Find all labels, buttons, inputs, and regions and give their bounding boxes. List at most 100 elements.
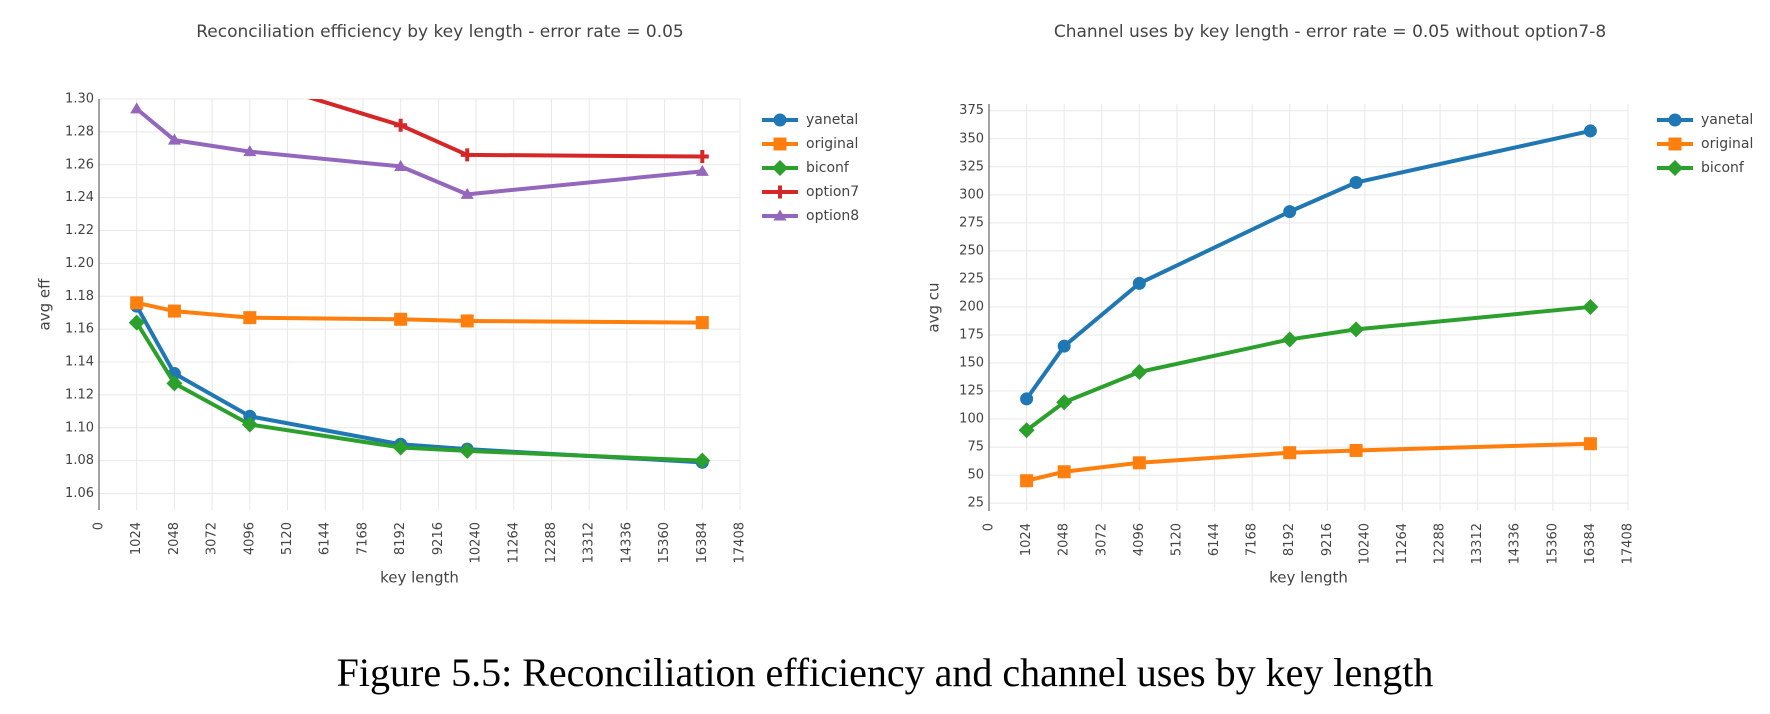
y-tick-label: 1.18 — [65, 289, 94, 304]
marker — [1667, 160, 1683, 176]
marker — [243, 409, 257, 423]
marker — [1283, 446, 1297, 460]
marker — [1668, 137, 1682, 151]
marker — [243, 311, 257, 325]
marker — [1057, 465, 1071, 479]
marker — [1583, 437, 1597, 451]
x-tick-label: 9216 — [1320, 523, 1335, 556]
marker — [1349, 443, 1363, 457]
x-axis-title: key length — [1269, 569, 1348, 587]
marker — [167, 133, 181, 145]
y-tick-label: 175 — [959, 327, 984, 342]
x-tick-label: 6144 — [1207, 523, 1222, 556]
x-tick-label: 0 — [92, 522, 107, 530]
x-tick-label: 9216 — [431, 522, 446, 555]
y-tick-label: 250 — [959, 243, 984, 258]
y-tick-label: 50 — [967, 468, 984, 483]
x-tick-label: 5120 — [1169, 523, 1184, 556]
x-tick-label: 5120 — [280, 522, 295, 555]
x-tick-label: 14336 — [1508, 523, 1523, 564]
y-tick-label: 125 — [959, 384, 984, 399]
marker — [1057, 339, 1071, 353]
marker — [392, 439, 409, 456]
legend-label: biconf — [806, 160, 850, 176]
marker — [130, 296, 144, 310]
x-tick-label: 14336 — [619, 522, 634, 563]
y-tick-label: 1.06 — [65, 486, 94, 501]
marker — [243, 145, 257, 157]
marker — [1020, 392, 1034, 406]
marker — [695, 316, 709, 330]
x-tick-label: 7168 — [355, 522, 370, 555]
marker — [130, 102, 144, 114]
series-line — [1025, 304, 1591, 432]
x-tick-label: 13312 — [1470, 523, 1485, 564]
x-tick-label: 2048 — [167, 522, 182, 555]
marker — [167, 304, 181, 318]
legend: yanetal original biconf — [1657, 112, 1753, 176]
y-tick-label: 325 — [959, 159, 984, 174]
marker — [1668, 113, 1682, 127]
y-tick-label: 1.12 — [65, 387, 94, 402]
y-tick-label: 25 — [967, 496, 984, 511]
x-tick-label: 8192 — [1282, 523, 1297, 556]
x-tick-label: 10240 — [1357, 523, 1372, 564]
x-tick-label: 15360 — [657, 522, 672, 563]
y-axis-title: avg cu — [925, 282, 943, 332]
marker — [1020, 474, 1034, 488]
marker — [1349, 175, 1363, 189]
marker — [243, 73, 256, 86]
marker — [772, 160, 788, 176]
legend-label: biconf — [1701, 160, 1745, 176]
x-tick-label: 3072 — [205, 522, 220, 555]
marker — [1131, 363, 1148, 380]
y-tick-label: 1.08 — [65, 453, 94, 468]
marker — [1132, 456, 1146, 470]
x-tick-label: 4096 — [1132, 523, 1147, 556]
series-line — [135, 321, 703, 463]
marker — [1132, 276, 1146, 290]
x-tick-label: 10240 — [469, 522, 484, 563]
x-tick-label: 16384 — [1583, 523, 1598, 564]
x-tick-label: 4096 — [242, 522, 257, 555]
marker — [460, 148, 474, 162]
caption: Figure 5.5: Reconciliation efficiency an… — [337, 650, 1434, 695]
y-tick-label: 1.10 — [65, 420, 94, 435]
marker — [394, 312, 408, 326]
marker — [394, 159, 408, 171]
chart-title: Reconciliation efficiency by key length … — [196, 22, 683, 42]
series-line — [307, 99, 703, 159]
x-tick-label: 15360 — [1545, 523, 1560, 564]
marker — [773, 185, 787, 199]
marker — [1056, 394, 1073, 411]
marker — [773, 137, 787, 151]
marker — [460, 187, 474, 199]
y-tick-label: 225 — [959, 271, 984, 286]
legend-label: option7 — [806, 184, 859, 200]
x-tick-label: 1024 — [129, 522, 144, 555]
marker — [241, 416, 258, 433]
y-tick-label: 375 — [959, 103, 984, 118]
marker — [773, 113, 787, 127]
legend-label: option8 — [806, 208, 859, 224]
x-tick-label: 8192 — [393, 522, 408, 555]
marker — [694, 452, 711, 469]
x-tick-label: 13312 — [582, 522, 597, 563]
x-tick-label: 11264 — [1395, 523, 1410, 564]
marker — [1281, 331, 1298, 348]
marker — [460, 314, 474, 328]
x-tick-label: 12288 — [544, 522, 559, 563]
x-tick-label: 17408 — [1621, 523, 1636, 564]
marker — [1583, 124, 1597, 138]
chart: Reconciliation efficiency by key length … — [36, 22, 860, 587]
marker — [773, 209, 787, 221]
x-tick-label: 6144 — [318, 522, 333, 555]
legend-label: original — [806, 136, 858, 152]
x-tick-label: 17408 — [733, 522, 748, 563]
y-tick-label: 1.14 — [65, 355, 94, 370]
chart: Channel uses by key length - error rate … — [925, 22, 1754, 587]
y-tick-label: 75 — [967, 440, 984, 455]
marker — [166, 375, 183, 392]
plot-area — [128, 73, 711, 469]
y-tick-label: 350 — [959, 131, 984, 146]
